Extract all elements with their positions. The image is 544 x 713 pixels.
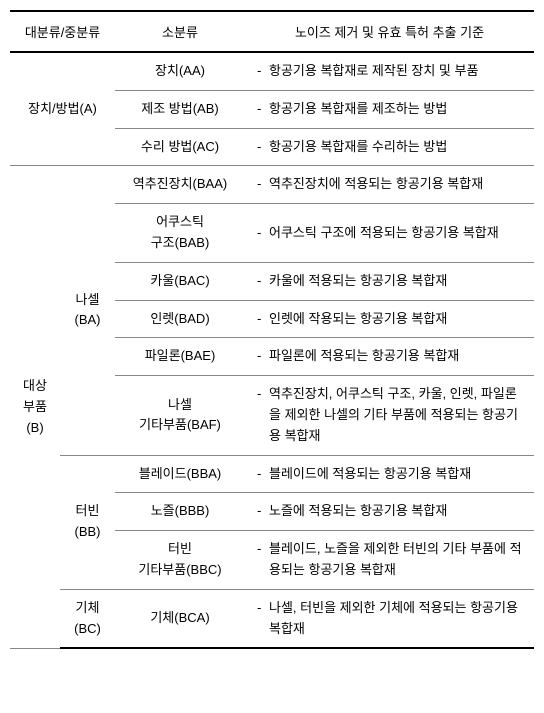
criteria-cell: -항공기용 복합재를 제조하는 방법 bbox=[245, 90, 534, 128]
group-a-label: 장치/방법(A) bbox=[10, 52, 115, 166]
criteria-cell: -블레이드에 적용되는 항공기용 복합재 bbox=[245, 455, 534, 493]
subcategory: 제조 방법(AB) bbox=[115, 90, 245, 128]
criteria-cell: -노즐에 적용되는 항공기용 복합재 bbox=[245, 493, 534, 531]
subcategory: 노즐(BBB) bbox=[115, 493, 245, 531]
subcategory: 수리 방법(AC) bbox=[115, 128, 245, 166]
table-row: 터빈(BB) 블레이드(BBA) -블레이드에 적용되는 항공기용 복합재 bbox=[10, 455, 534, 493]
mid-bc-label: 기체(BC) bbox=[60, 589, 115, 648]
header-sub: 소분류 bbox=[115, 11, 245, 52]
subcategory: 역추진장치(BAA) bbox=[115, 166, 245, 204]
criteria-cell: -항공기용 복합재로 제작된 장치 및 부품 bbox=[245, 52, 534, 90]
subcategory: 터빈기타부품(BBC) bbox=[115, 531, 245, 590]
table-row: 장치/방법(A) 장치(AA) -항공기용 복합재로 제작된 장치 및 부품 bbox=[10, 52, 534, 90]
subcategory: 장치(AA) bbox=[115, 52, 245, 90]
subcategory: 어쿠스틱구조(BAB) bbox=[115, 204, 245, 263]
subcategory: 기체(BCA) bbox=[115, 589, 245, 648]
criteria-cell: -역추진장치에 적용되는 항공기용 복합재 bbox=[245, 166, 534, 204]
header-main-mid: 대분류/중분류 bbox=[10, 11, 115, 52]
criteria-cell: -어쿠스틱 구조에 적용되는 항공기용 복합재 bbox=[245, 204, 534, 263]
criteria-cell: -역추진장치, 어쿠스틱 구조, 카울, 인렛, 파일론을 제외한 나셀의 기타… bbox=[245, 376, 534, 455]
subcategory: 블레이드(BBA) bbox=[115, 455, 245, 493]
subcategory: 인렛(BAD) bbox=[115, 300, 245, 338]
table-row: 대상부품(B) 나셀(BA) 역추진장치(BAA) -역추진장치에 적용되는 항… bbox=[10, 166, 534, 204]
table-row: 기체(BC) 기체(BCA) -나셀, 터빈을 제외한 기체에 적용되는 항공기… bbox=[10, 589, 534, 648]
subcategory: 나셀기타부품(BAF) bbox=[115, 376, 245, 455]
criteria-cell: -항공기용 복합재를 수리하는 방법 bbox=[245, 128, 534, 166]
mid-ba-label: 나셀(BA) bbox=[60, 166, 115, 455]
classification-table: 대분류/중분류 소분류 노이즈 제거 및 유효 특허 추출 기준 장치/방법(A… bbox=[10, 10, 534, 649]
subcategory: 파일론(BAE) bbox=[115, 338, 245, 376]
mid-bb-label: 터빈(BB) bbox=[60, 455, 115, 589]
header-criteria: 노이즈 제거 및 유효 특허 추출 기준 bbox=[245, 11, 534, 52]
criteria-cell: -나셀, 터빈을 제외한 기체에 적용되는 항공기용 복합재 bbox=[245, 589, 534, 648]
criteria-cell: -블레이드, 노즐을 제외한 터빈의 기타 부품에 적용되는 항공기용 복합재 bbox=[245, 531, 534, 590]
criteria-cell: -카울에 적용되는 항공기용 복합재 bbox=[245, 262, 534, 300]
header-row: 대분류/중분류 소분류 노이즈 제거 및 유효 특허 추출 기준 bbox=[10, 11, 534, 52]
subcategory: 카울(BAC) bbox=[115, 262, 245, 300]
criteria-cell: -파일론에 적용되는 항공기용 복합재 bbox=[245, 338, 534, 376]
group-b-label: 대상부품(B) bbox=[10, 166, 60, 648]
criteria-cell: -인렛에 작용되는 항공기용 복합재 bbox=[245, 300, 534, 338]
